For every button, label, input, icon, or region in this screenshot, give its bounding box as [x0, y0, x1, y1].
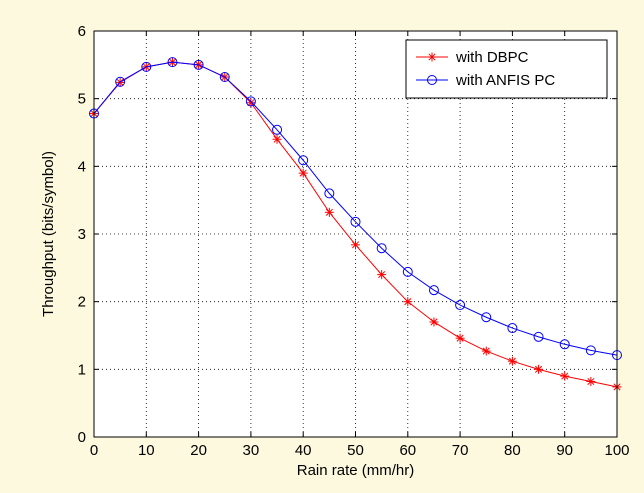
circle-marker: [455, 300, 466, 311]
circle-marker: [115, 76, 126, 87]
x-tick-label: 30: [243, 442, 260, 459]
asterisk-stroke: [508, 357, 516, 365]
circle-marker: [402, 266, 413, 277]
x-tick-label: 90: [556, 442, 573, 459]
asterisk-stroke: [299, 169, 307, 177]
asterisk-marker: [429, 317, 439, 327]
x-tick-label: 100: [604, 442, 629, 459]
circle-marker: [245, 96, 256, 107]
circle-marker: [428, 285, 439, 296]
circle-marker: [559, 339, 570, 350]
asterisk-marker: [351, 240, 360, 250]
circle-marker: [507, 323, 518, 334]
y-tick-label: 1: [78, 361, 86, 378]
x-tick-label: 20: [190, 442, 207, 459]
y-tick-label: 2: [78, 294, 86, 311]
asterisk-marker: [507, 356, 517, 366]
x-tick-label: 40: [295, 442, 312, 459]
asterisk-marker: [272, 134, 282, 144]
asterisk-marker: [455, 333, 465, 343]
asterisk-marker: [427, 52, 437, 62]
circle-marker: [350, 216, 361, 227]
circle-marker: [298, 155, 309, 166]
y-tick-label: 6: [78, 23, 86, 40]
asterisk-marker: [403, 297, 413, 307]
plot-area: [94, 31, 617, 437]
asterisk-marker: [298, 168, 308, 178]
asterisk-stroke: [482, 347, 490, 355]
circle-marker: [376, 243, 387, 254]
y-tick-label: 5: [78, 91, 86, 108]
y-tick-label: 3: [78, 226, 86, 243]
asterisk-stroke: [587, 377, 595, 386]
x-tick-label: 70: [452, 442, 469, 459]
ticks: 0 10 20 30 40 50 60 70 80 90 100 0 1 2 3 4 5 6: [78, 23, 630, 459]
circle-marker: [193, 59, 204, 70]
asterisk-stroke: [561, 372, 569, 380]
legend-item: with DBPC: [416, 49, 529, 66]
circle-marker: [219, 72, 230, 83]
asterisk-stroke: [325, 208, 333, 216]
series-line: [93, 61, 618, 356]
circle-marker: [167, 57, 178, 68]
asterisk-stroke: [273, 135, 281, 143]
asterisk-marker: [324, 207, 334, 217]
asterisk-marker: [377, 270, 387, 280]
circle-marker: [427, 75, 437, 85]
y-axis-label: Throughput (bits/symbol): [40, 151, 57, 317]
asterisk-stroke: [430, 318, 438, 326]
asterisk-marker: [560, 371, 570, 381]
x-tick-label: 50: [347, 442, 364, 459]
asterisk-stroke: [378, 271, 386, 279]
asterisk-stroke: [456, 334, 464, 342]
asterisk-marker: [586, 377, 596, 387]
circle-marker: [585, 345, 596, 356]
circle-marker: [533, 331, 544, 342]
legend-item: with ANFIS PC: [416, 72, 555, 89]
asterisk-marker: [246, 98, 256, 108]
y-tick-label: 4: [78, 158, 86, 175]
x-tick-label: 0: [90, 442, 98, 459]
legend-label: with DBPC: [455, 49, 529, 66]
legend-box: [405, 39, 608, 99]
asterisk-marker: [534, 364, 544, 374]
x-tick-label: 60: [399, 442, 416, 459]
y-tick-label: 0: [78, 429, 86, 446]
circle-marker: [272, 124, 283, 135]
asterisk-stroke: [404, 298, 412, 306]
circle-marker: [481, 312, 492, 323]
circle-marker: [324, 188, 335, 199]
legend-items: with DBPC with ANFIS PC: [416, 49, 555, 89]
asterisk-stroke: [351, 241, 360, 249]
x-tick-label: 10: [138, 442, 155, 459]
x-axis-label: Rain rate (mm/hr): [297, 462, 415, 479]
circle-marker: [141, 61, 152, 72]
asterisk-stroke: [535, 365, 543, 373]
x-tick-label: 80: [504, 442, 521, 459]
legend: with DBPC with ANFIS PC: [405, 39, 608, 99]
asterisk-marker: [481, 346, 491, 356]
asterisk-stroke: [428, 53, 436, 61]
legend-label: with ANFIS PC: [455, 72, 555, 89]
asterisk-stroke: [247, 99, 255, 107]
